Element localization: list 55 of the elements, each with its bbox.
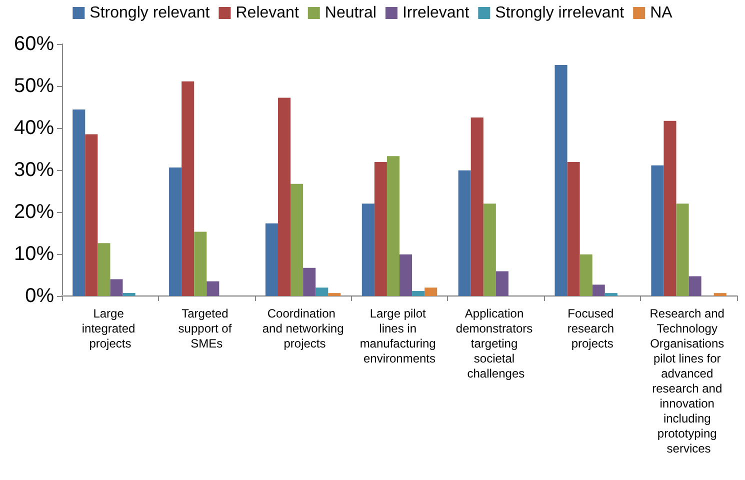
bar (194, 232, 207, 296)
bar (496, 271, 508, 296)
y-tick-label: 40% (14, 117, 54, 139)
bar (169, 167, 182, 296)
bar (567, 162, 580, 296)
x-tick-label: Coordination and networking projects (262, 306, 344, 350)
bar (424, 288, 438, 296)
bar (580, 254, 592, 296)
x-tick-label: Focused research projects (567, 306, 618, 350)
bar (664, 120, 676, 296)
x-tick-label: Targeted support of SMEs (178, 306, 235, 350)
bar (98, 243, 110, 296)
bar (265, 223, 278, 296)
legend-label: Strongly irrelevant (495, 4, 625, 22)
bar (592, 284, 605, 296)
bar (458, 170, 471, 296)
y-tick-label: 30% (14, 159, 54, 181)
bar (412, 290, 425, 296)
bar (470, 118, 484, 296)
legend-label: Relevant (236, 4, 300, 22)
bar (554, 65, 568, 296)
y-tick-label: 60% (14, 33, 54, 55)
bar (316, 288, 328, 296)
bar (651, 165, 664, 296)
category-label: Research and Technology Organisations pilot lines for advanced research and innovation including prototyping services (650, 306, 724, 456)
bar (85, 134, 98, 296)
y-tick-label: 0% (25, 285, 54, 307)
bar (122, 293, 136, 296)
bar (400, 254, 412, 296)
bar (303, 268, 316, 296)
x-tick-label: Large pilot lines in manufacturing environments (360, 306, 440, 366)
y-tick-label: 10% (14, 243, 54, 265)
bar (110, 279, 123, 296)
bar (714, 293, 726, 296)
bar (688, 276, 702, 296)
y-tick-label: 50% (14, 75, 54, 97)
bar (206, 281, 220, 296)
bar (72, 110, 86, 296)
legend-label: NA (650, 4, 673, 22)
legend-label: Strongly relevant (90, 4, 210, 22)
y-tick-label: 20% (14, 201, 54, 223)
bar (290, 184, 304, 296)
bar (374, 162, 387, 296)
bar (676, 204, 689, 296)
legend-label: Neutral (324, 4, 376, 22)
bar (483, 204, 496, 296)
x-tick-label: Large integrated projects (82, 306, 139, 350)
x-tick-label: Application demonstrators targeting societal challenges (456, 306, 536, 380)
bar (182, 81, 194, 296)
legend-label: Irrelevant (402, 4, 470, 22)
bar (362, 204, 374, 296)
bar (278, 98, 291, 296)
bar (604, 293, 618, 296)
bar (328, 293, 341, 296)
bar (386, 156, 400, 296)
